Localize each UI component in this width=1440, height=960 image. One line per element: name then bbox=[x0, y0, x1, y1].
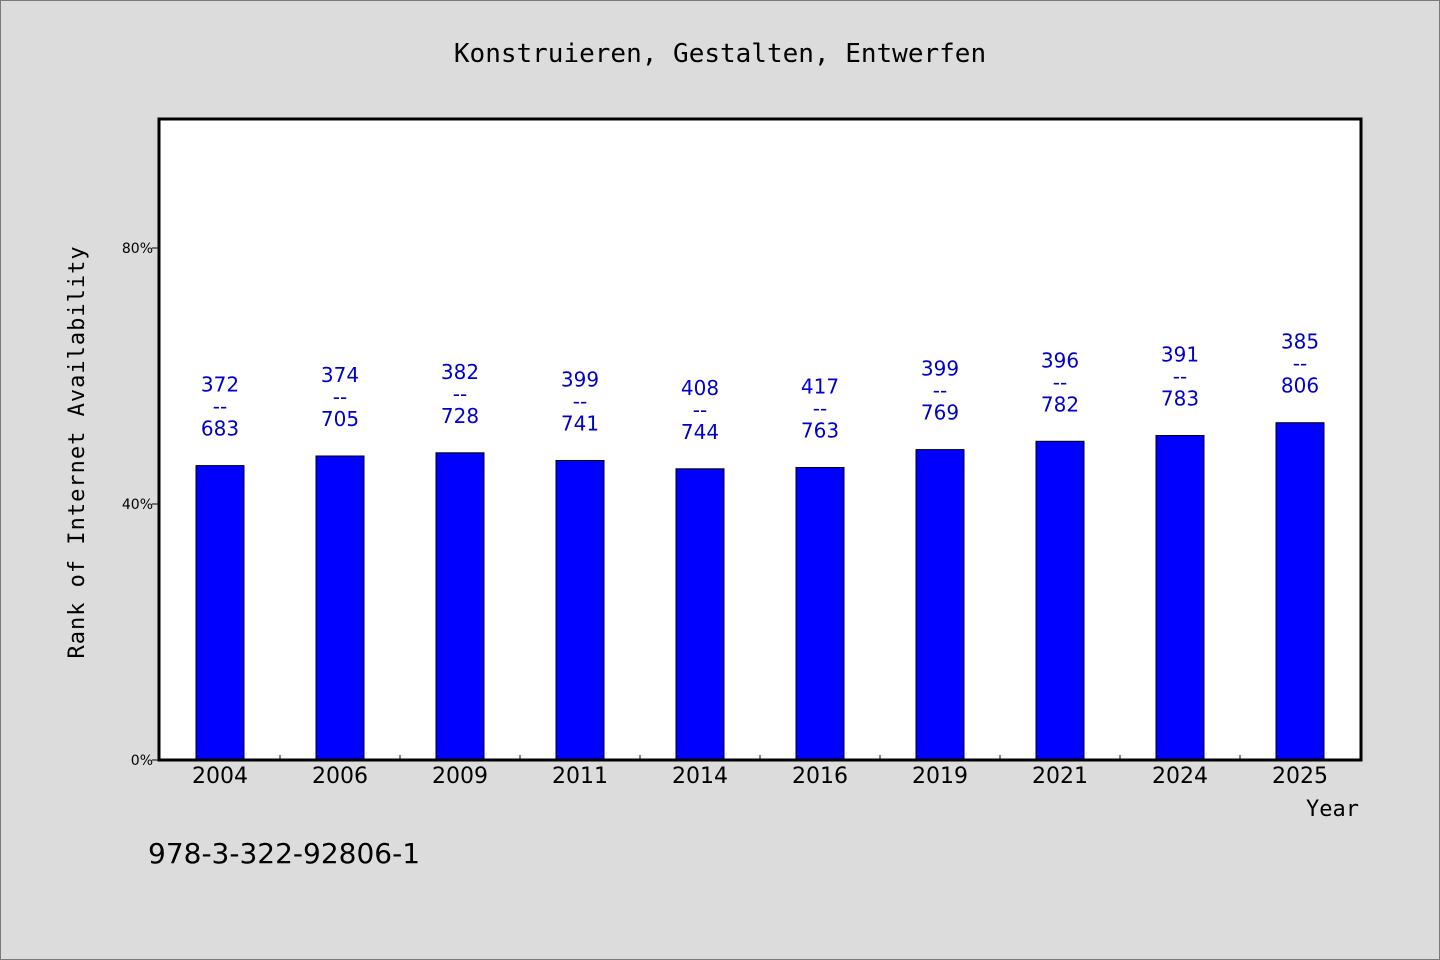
x-tick-label-2009: 2009 bbox=[432, 764, 488, 789]
bar-label-2021-line-1: 396 bbox=[1041, 348, 1079, 372]
bar-2021 bbox=[1035, 440, 1085, 761]
bar-label-2016-line-1: 417 bbox=[801, 375, 839, 399]
bar-2011 bbox=[555, 459, 605, 761]
bar-label-2009-line-2: -- bbox=[453, 382, 467, 406]
bar-labels-group: 372--683374--705382--728399--741408--744… bbox=[201, 330, 1319, 444]
bar-label-2019-line-1: 399 bbox=[921, 357, 959, 381]
bar-2019 bbox=[915, 449, 965, 761]
bar-label-2021-line-3: 782 bbox=[1041, 392, 1079, 416]
bar-label-2024-line-3: 783 bbox=[1161, 387, 1199, 411]
bar-label-2014-line-2: -- bbox=[693, 398, 707, 422]
bar-2024 bbox=[1155, 435, 1205, 761]
bar-label-2024-line-1: 391 bbox=[1161, 343, 1199, 367]
bar-label-2025-line-2: -- bbox=[1293, 352, 1307, 376]
bar-label-2014-line-3: 744 bbox=[681, 420, 719, 444]
bar-label-2004-line-3: 683 bbox=[201, 417, 239, 441]
x-tick-label-2025: 2025 bbox=[1272, 764, 1328, 789]
bar-2009 bbox=[435, 452, 485, 761]
bar-label-2006-line-3: 705 bbox=[321, 407, 359, 431]
chart-title: Konstruieren, Gestalten, Entwerfen bbox=[454, 39, 986, 69]
bar-label-2019-line-2: -- bbox=[933, 379, 947, 403]
bar-label-2004-line-2: -- bbox=[213, 395, 227, 419]
x-tick-label-2024: 2024 bbox=[1152, 764, 1208, 789]
x-tick-label-2019: 2019 bbox=[912, 764, 968, 789]
x-tick-label-2006: 2006 bbox=[312, 764, 368, 789]
y-tick-label-80: 80% bbox=[122, 241, 153, 257]
bar-2016 bbox=[795, 467, 845, 761]
bars-group bbox=[195, 422, 1325, 761]
y-tick-label-0: 0% bbox=[131, 753, 153, 769]
bar-label-2011-line-3: 741 bbox=[561, 411, 599, 435]
bar-label-2011-line-2: -- bbox=[573, 389, 587, 413]
bar-2025 bbox=[1275, 422, 1325, 761]
bar-label-2019-line-3: 769 bbox=[921, 401, 959, 425]
bar-label-2006-line-2: -- bbox=[333, 385, 347, 409]
bar-label-2014-line-1: 408 bbox=[681, 376, 719, 400]
y-tick-label-40: 40% bbox=[122, 497, 153, 513]
x-axis: 2004 2006 2009 2011 2014 2016 2019 2021 2024 2025 bbox=[192, 755, 1328, 789]
bar-label-2025-line-3: 806 bbox=[1281, 374, 1319, 398]
bar-2006 bbox=[315, 455, 365, 761]
bar-2014 bbox=[675, 468, 725, 761]
isbn-text: 978-3-322-92806-1 bbox=[148, 837, 420, 870]
y-axis: 0% 40% 80% bbox=[122, 241, 160, 769]
x-tick-label-2021: 2021 bbox=[1032, 764, 1088, 789]
bar-label-2004-line-1: 372 bbox=[201, 373, 239, 397]
bar-label-2016-line-3: 763 bbox=[801, 419, 839, 443]
bar-label-2011-line-1: 399 bbox=[561, 367, 599, 391]
bar-label-2016-line-2: -- bbox=[813, 397, 827, 421]
x-axis-label: Year bbox=[1306, 797, 1359, 822]
bar-label-2009-line-3: 728 bbox=[441, 404, 479, 428]
bar-label-2006-line-1: 374 bbox=[321, 363, 359, 387]
x-tick-label-2004: 2004 bbox=[192, 764, 248, 789]
x-tick-label-2014: 2014 bbox=[672, 764, 728, 789]
bar-2004 bbox=[195, 465, 245, 761]
x-tick-label-2011: 2011 bbox=[552, 764, 608, 789]
x-tick-label-2016: 2016 bbox=[792, 764, 848, 789]
bar-label-2021-line-2: -- bbox=[1053, 370, 1067, 394]
bar-label-2009-line-1: 382 bbox=[441, 360, 479, 384]
y-axis-label: Rank of Internet Availability bbox=[65, 245, 90, 658]
bar-label-2024-line-2: -- bbox=[1173, 365, 1187, 389]
bar-label-2025-line-1: 385 bbox=[1281, 330, 1319, 354]
